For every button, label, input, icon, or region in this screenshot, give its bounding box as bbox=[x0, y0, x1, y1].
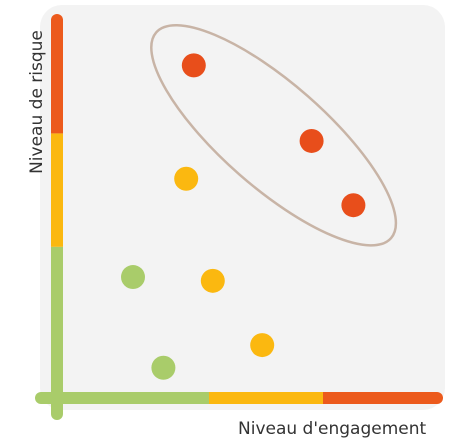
data-point-3 bbox=[174, 166, 199, 191]
x-axis-band-2 bbox=[323, 392, 437, 404]
highlight-ellipse bbox=[150, 23, 398, 247]
data-point-0 bbox=[181, 53, 206, 78]
y-axis-band-0 bbox=[51, 246, 63, 398]
y-axis-cap bbox=[51, 14, 63, 26]
y-axis-overhang bbox=[51, 398, 63, 420]
data-point-1 bbox=[299, 128, 324, 153]
data-point-5 bbox=[250, 333, 275, 358]
x-axis-overhang bbox=[35, 392, 57, 404]
data-point-7 bbox=[151, 355, 176, 380]
y-axis-band-1 bbox=[51, 133, 63, 247]
x-axis-band-1 bbox=[209, 392, 323, 404]
y-axis-label: Niveau de risque bbox=[27, 30, 47, 174]
plot-background bbox=[40, 5, 445, 410]
x-axis-cap bbox=[431, 392, 443, 404]
data-point-2 bbox=[341, 193, 366, 218]
data-point-6 bbox=[121, 265, 145, 290]
x-axis-label: Niveau d'engagement bbox=[238, 419, 427, 439]
data-point-4 bbox=[200, 268, 225, 293]
x-axis-band-0 bbox=[57, 392, 209, 404]
y-axis-band-2 bbox=[51, 20, 63, 134]
